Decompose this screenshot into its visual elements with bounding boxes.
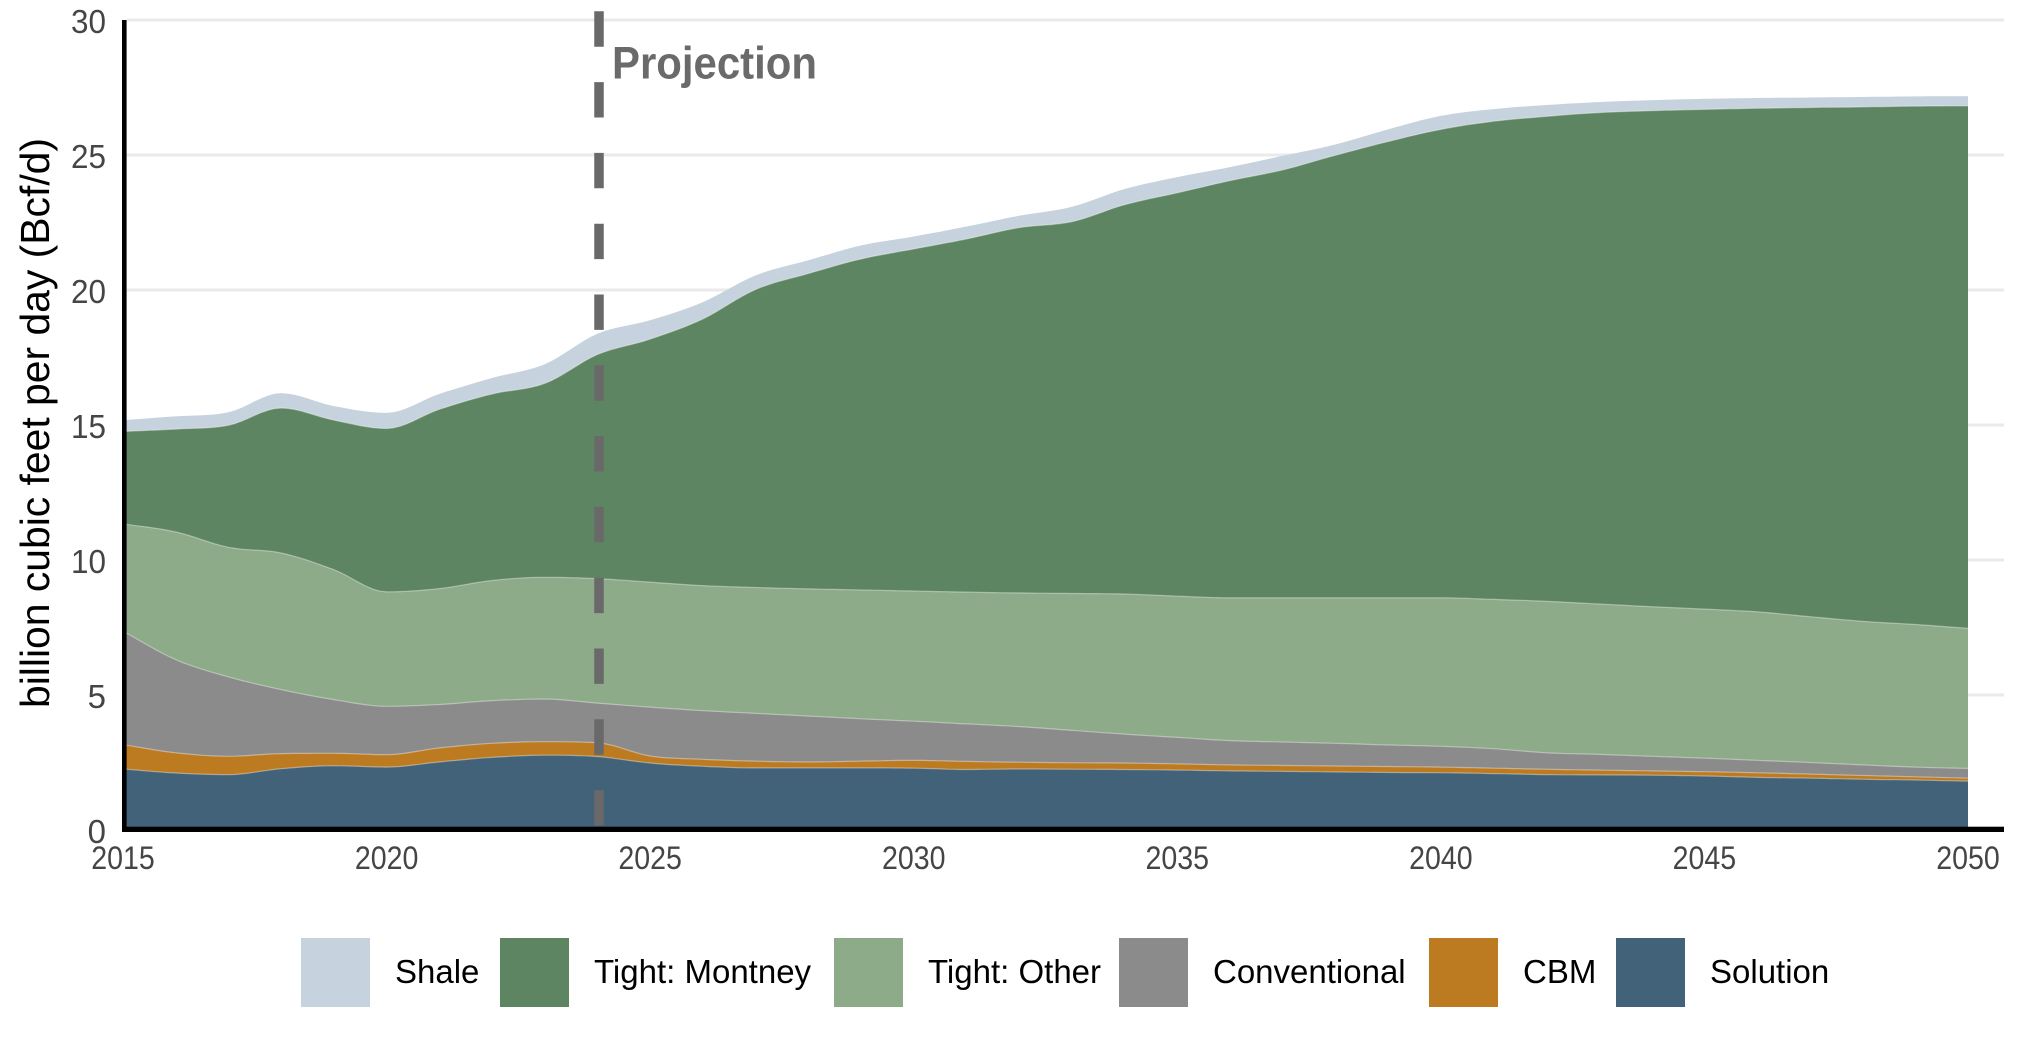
svg-text:10: 10 (71, 543, 106, 580)
svg-text:15: 15 (71, 408, 106, 445)
svg-text:2025: 2025 (618, 840, 682, 876)
svg-text:5: 5 (88, 678, 106, 715)
svg-text:0: 0 (88, 813, 106, 850)
svg-text:25: 25 (71, 138, 106, 175)
svg-text:CBM: CBM (1523, 953, 1596, 990)
svg-text:2040: 2040 (1409, 840, 1473, 876)
svg-text:2030: 2030 (882, 840, 946, 876)
svg-text:Tight: Montney: Tight: Montney (594, 953, 812, 990)
svg-text:30: 30 (71, 3, 106, 40)
svg-text:Projection: Projection (612, 38, 817, 89)
svg-text:2035: 2035 (1146, 840, 1210, 876)
svg-text:Shale: Shale (395, 953, 479, 990)
svg-text:2015: 2015 (91, 840, 155, 876)
svg-text:Solution: Solution (1710, 953, 1829, 990)
svg-text:billion cubic feet per day (Bc: billion cubic feet per day (Bcf/d) (12, 138, 58, 708)
svg-text:Tight: Other: Tight: Other (928, 953, 1101, 990)
svg-text:2050: 2050 (1936, 840, 2000, 876)
svg-text:2020: 2020 (355, 840, 419, 876)
svg-text:Conventional: Conventional (1213, 953, 1406, 990)
svg-text:20: 20 (71, 273, 106, 310)
svg-text:2045: 2045 (1673, 840, 1737, 876)
